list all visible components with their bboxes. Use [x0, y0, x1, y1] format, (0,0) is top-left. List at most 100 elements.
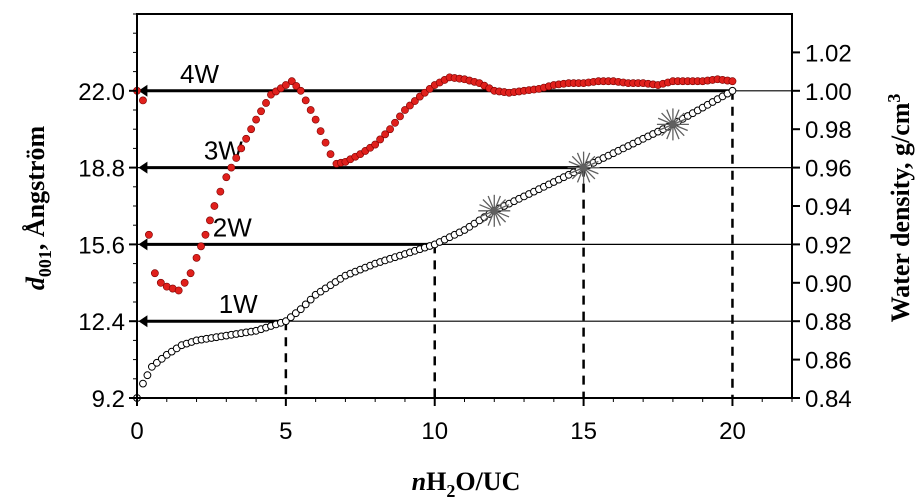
star-marker — [567, 151, 600, 184]
hydration-arrow-head — [138, 161, 148, 174]
y-left-tick-label: 9.2 — [92, 386, 125, 413]
y-left-tick-label: 12.4 — [78, 309, 125, 336]
red-data-point — [197, 242, 205, 251]
red-data-point — [210, 202, 219, 210]
red-data-point — [296, 86, 305, 95]
open-data-point — [157, 354, 166, 363]
open-data-point — [286, 313, 295, 322]
red-data-point — [410, 97, 419, 105]
y-right-tick-label: 0.86 — [805, 348, 852, 375]
red-data-point — [186, 269, 195, 278]
open-data-point — [143, 371, 152, 380]
y-axis-left-title-rest: , Ångström — [21, 126, 50, 251]
y-right-tick-label: 0.92 — [805, 232, 852, 259]
hydration-arrow-head — [138, 84, 148, 97]
y-left-tick-label: 22.0 — [78, 79, 125, 106]
hydration-label: 2W — [213, 212, 252, 242]
red-data-point — [156, 278, 165, 287]
x-axis-title-main: H — [426, 467, 446, 496]
red-data-point — [281, 81, 290, 89]
x-tick-label: 15 — [570, 418, 597, 445]
red-data-point — [150, 269, 159, 278]
open-data-point — [147, 362, 156, 371]
x-tick-label: 5 — [279, 418, 292, 445]
axes: 0 5 10 15 20 9.2 12.4 15.6 18.8 22.0 0.84 0.86 0.88 0… — [78, 13, 852, 445]
red-data-point — [326, 150, 335, 159]
star-marker — [478, 194, 511, 227]
y-right-tick-label: 0.96 — [805, 156, 852, 183]
y-left-tick-label: 18.8 — [78, 156, 125, 183]
red-data-point — [232, 154, 241, 162]
open-data-point — [152, 358, 161, 367]
x-tick-label: 20 — [719, 418, 746, 445]
red-data-point — [201, 230, 210, 239]
red-data-point — [174, 286, 183, 295]
open-data-point — [139, 379, 147, 388]
x-tick-label: 10 — [421, 418, 448, 445]
red-data-point — [386, 125, 394, 134]
red-data-point — [252, 115, 260, 124]
red-data-point — [371, 140, 380, 149]
hydration-arrow-head — [138, 238, 148, 251]
x-axis-title-rest: O/UC — [455, 467, 520, 496]
open-data-point — [281, 317, 290, 326]
y-right-tick-label: 0.84 — [805, 386, 852, 413]
red-data-point — [145, 230, 153, 239]
red-data-point — [180, 278, 189, 287]
y-axis-right-title-sup: 3 — [884, 94, 904, 103]
hydration-label: 1W — [219, 289, 258, 319]
red-data-point — [216, 187, 225, 196]
y-right-tick-label: 0.90 — [805, 271, 852, 298]
x-tick-label: 0 — [130, 418, 143, 445]
red-data-point — [222, 173, 231, 182]
red-data-point — [139, 96, 147, 105]
y-axis-right-title: Water density, g/cm3 — [884, 94, 915, 323]
hydration-arrow-head — [138, 315, 148, 328]
open-data-point — [306, 295, 315, 304]
red-data-point — [406, 101, 414, 110]
y-axis-left-title-sub: 001 — [35, 250, 55, 277]
red-data-point — [247, 125, 256, 134]
open-data-point — [728, 86, 737, 95]
red-data-point — [396, 112, 404, 121]
red-data-point — [237, 144, 246, 153]
red-data-point — [381, 130, 390, 139]
red-data-point — [206, 216, 214, 225]
red-data-point — [321, 138, 330, 147]
red-data-point — [376, 135, 385, 144]
red-data-point — [227, 163, 236, 172]
y-right-tick-label: 0.88 — [805, 309, 852, 336]
y-right-tick-label: 1.02 — [805, 40, 852, 67]
star-marker-stroke — [657, 117, 688, 132]
y-right-tick-label: 1.00 — [805, 79, 852, 106]
red-data-point — [292, 82, 301, 90]
x-axis-title: nH2O/UC — [412, 467, 521, 501]
open-data-point — [291, 309, 300, 318]
x-axis-title-sub: 2 — [446, 481, 455, 501]
y-axis-left-title: d001, Ångström — [21, 126, 55, 291]
red-data-point — [401, 106, 409, 114]
y-right-tick-label: 0.98 — [805, 117, 852, 144]
red-data-point — [306, 106, 315, 114]
y-axis-left-title-italic: d — [21, 276, 50, 290]
hydration-label: 4W — [180, 59, 219, 89]
red-data-point — [728, 77, 737, 86]
open-data-point — [301, 300, 310, 309]
y-axis-right-title-main: Water density, g/cm — [886, 102, 915, 322]
x-axis-title-italic: n — [412, 467, 426, 496]
star-marker-stroke — [568, 160, 599, 175]
star-marker — [656, 108, 689, 141]
red-data-point — [257, 107, 265, 116]
red-data-point — [311, 115, 320, 124]
red-data-point — [301, 96, 310, 105]
y-left-tick-label: 15.6 — [78, 232, 125, 259]
plot-frame — [136, 13, 793, 399]
red-data-point — [192, 253, 201, 262]
y-right-tick-label: 0.94 — [805, 194, 852, 221]
red-data-point — [287, 77, 296, 86]
red-data-point — [242, 134, 251, 143]
star-marker-stroke — [479, 204, 510, 218]
open-data-point — [296, 305, 305, 314]
